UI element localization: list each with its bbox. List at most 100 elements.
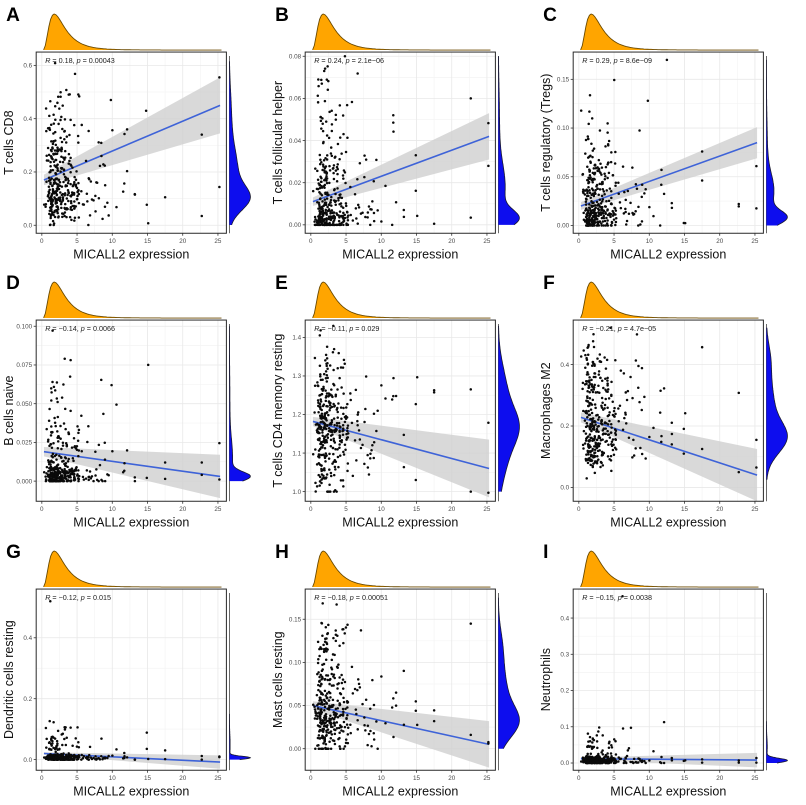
axis-ticks: 0 5 10 15 20 25 0.0 0.2 0.4 bbox=[23, 635, 222, 782]
svg-text:0.06: 0.06 bbox=[289, 96, 302, 103]
plot-background bbox=[573, 588, 764, 770]
right-density-fill bbox=[497, 326, 520, 492]
svg-text:0.3: 0.3 bbox=[561, 651, 570, 658]
right-density-fill bbox=[497, 597, 520, 749]
svg-text:5: 5 bbox=[75, 238, 79, 245]
y-axis-title: T cells regulatory (Tregs) bbox=[539, 74, 553, 212]
plot-border bbox=[304, 588, 496, 771]
svg-text:0.0: 0.0 bbox=[23, 756, 32, 763]
svg-text:0.1: 0.1 bbox=[561, 724, 570, 731]
scatter-points bbox=[42, 61, 221, 227]
x-axis-title: MICALL2 expression bbox=[342, 516, 458, 530]
svg-text:0.050: 0.050 bbox=[16, 401, 32, 408]
confidence-band bbox=[43, 77, 221, 186]
svg-text:1.0: 1.0 bbox=[292, 489, 301, 496]
top-density-fill bbox=[580, 14, 759, 51]
svg-text:0.0: 0.0 bbox=[561, 485, 570, 492]
svg-text:25: 25 bbox=[214, 238, 222, 245]
plot-border bbox=[304, 51, 496, 234]
panel-I-svg: R = −0.15, p = 0.0038 0 5 10 15 20 25 0.0 0.1 0.2… bbox=[539, 542, 789, 798]
top-density-fill bbox=[312, 14, 491, 51]
top-density-fill bbox=[43, 282, 222, 319]
svg-text:15: 15 bbox=[681, 238, 689, 245]
panel-G-svg: R = −0.12, p = 0.015 0 5 10 15 20 25 0.0 0.2 0.4 M… bbox=[2, 542, 252, 798]
panel-D: R = −0.14, p = 0.0066 0 5 10 15 20 25 0.000 0.02… bbox=[0, 268, 269, 536]
svg-text:0.100: 0.100 bbox=[16, 324, 32, 331]
svg-text:10: 10 bbox=[377, 506, 385, 513]
top-density-curve bbox=[43, 550, 222, 588]
top-density-curve bbox=[580, 281, 759, 319]
svg-text:10: 10 bbox=[646, 238, 654, 245]
top-density-fill bbox=[43, 550, 222, 587]
svg-text:0.02: 0.02 bbox=[289, 180, 302, 187]
panel-letter: F bbox=[543, 273, 555, 294]
panel-C: R = 0.29, p = 8.6e−09 0 5 10 15 20 25 0.00 0.05 0… bbox=[537, 0, 806, 268]
scatter-points bbox=[580, 326, 758, 480]
plot-background bbox=[36, 588, 227, 770]
svg-text:0: 0 bbox=[309, 506, 313, 513]
panel-letter: E bbox=[275, 273, 288, 294]
axis-ticks: 0 5 10 15 20 25 0.0 0.2 0.4 0.6 bbox=[23, 63, 222, 245]
svg-text:0.10: 0.10 bbox=[289, 659, 302, 666]
axis-ticks: 0 5 10 15 20 25 0.00 0.05 0.10 0.15 bbox=[289, 616, 491, 781]
right-density-curve bbox=[497, 56, 520, 226]
right-density-fill bbox=[766, 59, 788, 226]
svg-text:0.00: 0.00 bbox=[289, 222, 302, 229]
svg-text:0.4: 0.4 bbox=[23, 635, 32, 642]
svg-text:25: 25 bbox=[483, 774, 491, 781]
scatter-points bbox=[42, 329, 221, 483]
panel-letter: C bbox=[543, 5, 557, 26]
confidence-band bbox=[312, 113, 489, 206]
top-density-fill bbox=[43, 14, 222, 51]
svg-text:0.04: 0.04 bbox=[289, 138, 302, 145]
scatter-points bbox=[42, 599, 221, 761]
svg-text:5: 5 bbox=[612, 238, 616, 245]
svg-text:1.4: 1.4 bbox=[292, 335, 301, 342]
top-density-curve bbox=[580, 13, 759, 51]
svg-text:15: 15 bbox=[144, 238, 152, 245]
svg-text:10: 10 bbox=[109, 506, 117, 513]
top-density-curve bbox=[311, 281, 491, 319]
top-density-curve bbox=[43, 13, 222, 51]
x-axis-title: MICALL2 expression bbox=[73, 784, 189, 798]
svg-text:0.025: 0.025 bbox=[16, 440, 32, 447]
top-density-fill bbox=[580, 550, 759, 587]
panel-letter: I bbox=[543, 542, 548, 563]
y-axis-title: B cells naive bbox=[2, 376, 16, 446]
scatter-points bbox=[311, 324, 490, 495]
plot-border bbox=[572, 319, 765, 503]
confidence-band bbox=[312, 417, 489, 498]
stats-annotation: R = 0.24, p = 2.1e−06 bbox=[314, 56, 384, 65]
svg-text:0.075: 0.075 bbox=[16, 362, 32, 369]
stats-annotation: R = −0.11, p = 0.029 bbox=[314, 324, 379, 333]
svg-text:0: 0 bbox=[309, 774, 313, 781]
stats-annotation: R = −0.14, p = 0.0066 bbox=[45, 324, 115, 333]
svg-text:10: 10 bbox=[109, 774, 117, 781]
right-density-curve bbox=[766, 720, 789, 764]
plot-border bbox=[572, 51, 765, 234]
svg-text:20: 20 bbox=[448, 238, 456, 245]
top-density-fill bbox=[312, 282, 491, 319]
svg-text:25: 25 bbox=[752, 506, 760, 513]
y-axis-title: Mast cells resting bbox=[271, 631, 285, 728]
svg-text:25: 25 bbox=[752, 774, 760, 781]
svg-text:0.2: 0.2 bbox=[23, 695, 32, 702]
svg-text:20: 20 bbox=[179, 506, 187, 513]
svg-text:25: 25 bbox=[214, 506, 222, 513]
axis-ticks: 0 5 10 15 20 25 0.0 0.2 0.4 bbox=[561, 362, 760, 513]
panel-letter: H bbox=[275, 542, 289, 563]
right-density-curve bbox=[766, 59, 789, 226]
scatter-points bbox=[580, 594, 758, 764]
top-density-curve bbox=[311, 13, 491, 51]
regression-line bbox=[312, 135, 489, 203]
svg-text:0.000: 0.000 bbox=[16, 479, 32, 486]
plot-border bbox=[35, 588, 227, 771]
y-axis-title: Macrophages M2 bbox=[539, 363, 553, 460]
axis-ticks: 0 5 10 15 20 25 0.00 0.05 0.10 0.15 bbox=[557, 77, 759, 245]
x-axis-title: MICALL2 expression bbox=[342, 247, 458, 261]
svg-text:20: 20 bbox=[716, 506, 724, 513]
y-axis-title: T cells CD4 memory resting bbox=[271, 334, 285, 488]
panel-C-svg: R = 0.29, p = 8.6e−090 5 10 15 20 250.000.050… bbox=[539, 5, 789, 261]
svg-text:0.00: 0.00 bbox=[289, 745, 302, 752]
